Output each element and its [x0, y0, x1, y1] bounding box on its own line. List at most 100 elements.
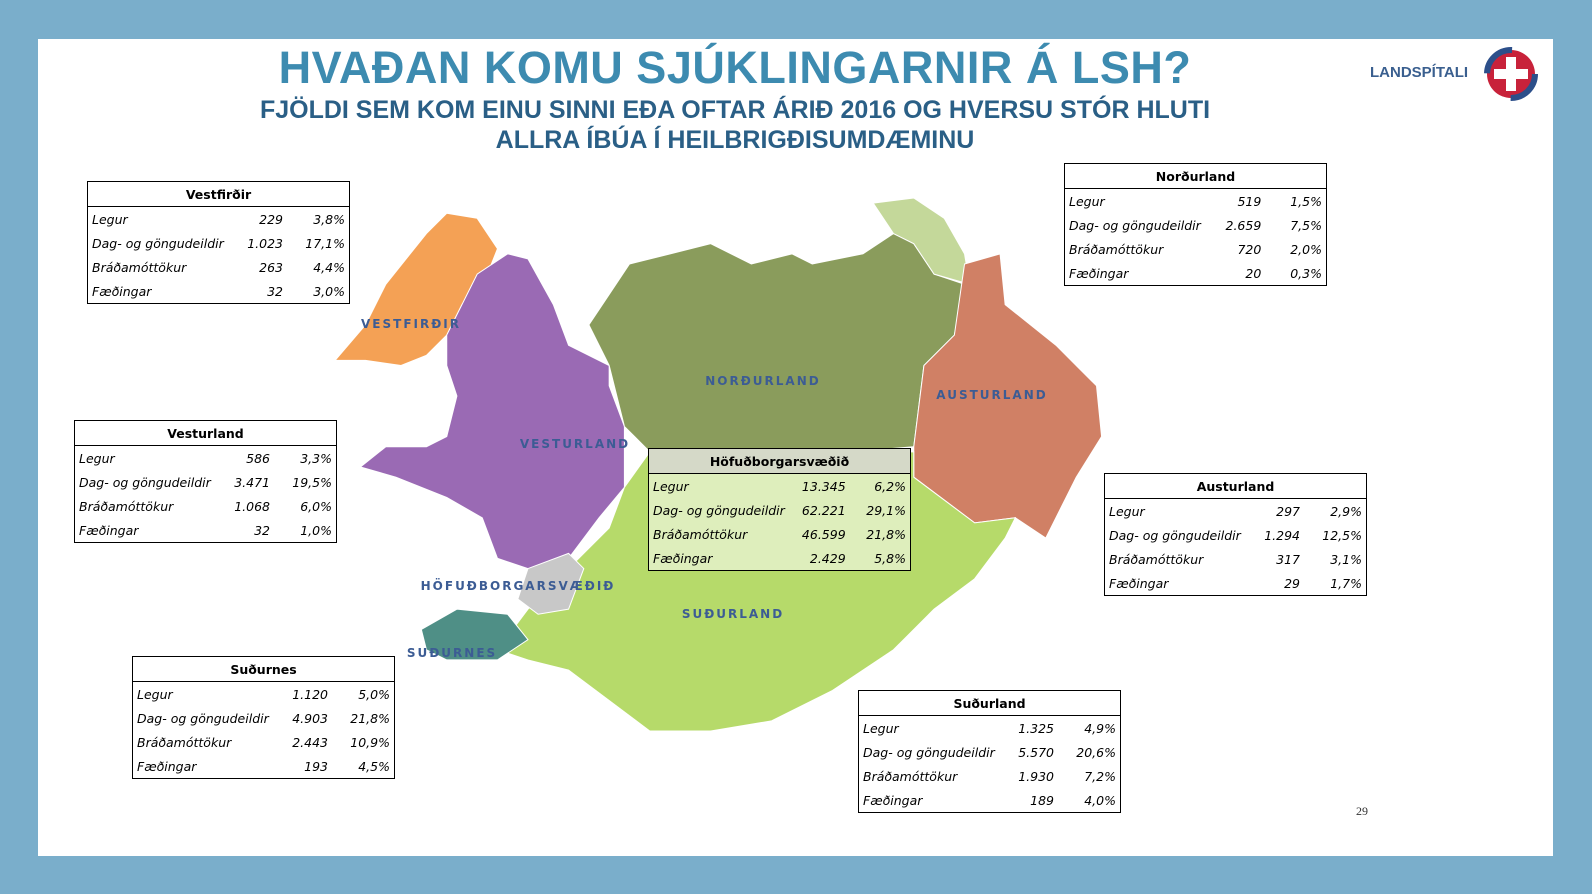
region-nordurland [588, 232, 966, 453]
row-label: Dag- og göngudeildir [1069, 217, 1201, 233]
share: 4,4% [313, 259, 345, 275]
count: 13.345 [801, 478, 846, 494]
share: 4,0% [1084, 792, 1116, 808]
share: 2,9% [1330, 503, 1362, 519]
map-label: SUÐURNES [407, 646, 497, 660]
row-label: Dag- og göngudeildir [1109, 527, 1241, 543]
row-label: Fæðingar [1069, 265, 1129, 281]
count: 720 [1237, 241, 1262, 257]
stats-table: Vestfirðir Legur 229 3,8% Dag- og göngudeild… [87, 181, 350, 304]
map-label: VESTFIRÐIR [361, 317, 461, 331]
share: 10,9% [350, 734, 390, 750]
count: 586 [246, 450, 271, 466]
row-label: Bráðamóttökur [92, 259, 187, 275]
count: 1.294 [1264, 527, 1301, 543]
row-label: Dag- og göngudeildir [92, 235, 224, 251]
count: 2.429 [809, 550, 846, 566]
subtitle: FJÖLDI SEM KOM EINU SINNI EÐA OFTAR ÁRIÐ… [259, 96, 1211, 124]
count: 1.325 [1018, 720, 1055, 736]
table-title: Vestfirðir [87, 181, 350, 207]
share: 7,5% [1290, 217, 1322, 233]
share: 1,0% [300, 522, 332, 538]
region-sudurnes [420, 608, 529, 661]
count: 29 [1284, 575, 1301, 591]
stats-table: Norðurland Legur 519 1,5% Dag- og göngudeild… [1064, 163, 1327, 286]
row-label: Dag- og göngudeildir [863, 744, 995, 760]
table-title: Suðurnes [132, 656, 395, 682]
logo-text: LANDSPÍTALI [1370, 64, 1469, 81]
share: 7,2% [1084, 768, 1116, 784]
share: 3,0% [313, 283, 345, 299]
count: 189 [1030, 792, 1055, 808]
count: 1.068 [234, 498, 271, 514]
row-label: Bráðamóttökur [863, 768, 958, 784]
logo-icon [1484, 47, 1538, 101]
row-label: Bráðamóttökur [1069, 241, 1164, 257]
map-label: HÖFUÐBORGARSVÆÐIÐ [421, 578, 616, 593]
share: 5,0% [358, 686, 390, 702]
stats-table: Vesturland Legur 586 3,3% Dag- og göngudeild… [74, 420, 337, 543]
share: 2,0% [1290, 241, 1322, 257]
count: 3.471 [234, 474, 271, 490]
row-label: Bráðamóttökur [137, 734, 232, 750]
count: 62.221 [801, 502, 846, 518]
subtitle: ALLRA ÍBÚA Í HEILBRIGÐISUMDÆMINU [495, 126, 975, 154]
count: 519 [1237, 193, 1262, 209]
count: 32 [254, 522, 271, 538]
table-title: Norðurland [1064, 163, 1327, 189]
row-label: Legur [92, 211, 128, 227]
stats-table: Suðurnes Legur 1.120 5,0% Dag- og göngudeild… [132, 656, 395, 779]
row-label: Fæðingar [137, 758, 197, 774]
share: 6,0% [300, 498, 332, 514]
row-label: Fæðingar [1109, 575, 1169, 591]
share: 20,6% [1076, 744, 1116, 760]
row-label: Dag- og göngudeildir [79, 474, 211, 490]
table-title: Vesturland [74, 420, 337, 446]
page-number: 29 [1356, 804, 1368, 818]
share: 21,8% [350, 710, 390, 726]
share: 17,1% [305, 235, 345, 251]
share: 29,1% [866, 502, 906, 518]
row-label: Legur [137, 686, 173, 702]
row-label: Legur [1069, 193, 1105, 209]
row-label: Dag- og göngudeildir [137, 710, 269, 726]
count: 32 [267, 283, 284, 299]
title: HVAÐAN KOMU SJÚKLINGARNIR Á LSH? [278, 42, 1192, 93]
row-label: Legur [1109, 503, 1145, 519]
share: 3,8% [313, 211, 345, 227]
count: 5.570 [1018, 744, 1055, 760]
row-label: Legur [863, 720, 899, 736]
share: 4,5% [358, 758, 390, 774]
share: 0,3% [1290, 265, 1322, 281]
map-label: VESTURLAND [520, 437, 630, 451]
row-label: Fæðingar [653, 550, 713, 566]
share: 4,9% [1084, 720, 1116, 736]
count: 297 [1276, 503, 1301, 519]
count: 263 [259, 259, 284, 275]
count: 1.930 [1018, 768, 1055, 784]
count: 2.443 [292, 734, 329, 750]
count: 1.023 [247, 235, 284, 251]
count: 46.599 [801, 526, 846, 542]
region-austurland [913, 253, 1103, 539]
row-label: Dag- og göngudeildir [653, 502, 785, 518]
stats-table: Suðurland Legur 1.325 4,9% Dag- og göngudeil… [858, 690, 1121, 813]
share: 1,5% [1290, 193, 1322, 209]
count: 1.120 [292, 686, 329, 702]
table-title: Austurland [1104, 473, 1367, 499]
share: 1,7% [1330, 575, 1362, 591]
region-vestfirdir [333, 212, 499, 367]
share: 3,3% [300, 450, 332, 466]
share: 12,5% [1322, 527, 1362, 543]
count: 193 [304, 758, 329, 774]
count: 2.659 [1225, 217, 1262, 233]
row-label: Fæðingar [863, 792, 923, 808]
region-hofudborgarsvaedid [517, 552, 585, 615]
map-label: NORÐURLAND [705, 374, 820, 388]
row-label: Legur [79, 450, 115, 466]
table-title: Suðurland [858, 690, 1121, 716]
share: 3,1% [1330, 551, 1362, 567]
share: 19,5% [292, 474, 332, 490]
share: 21,8% [866, 526, 906, 542]
